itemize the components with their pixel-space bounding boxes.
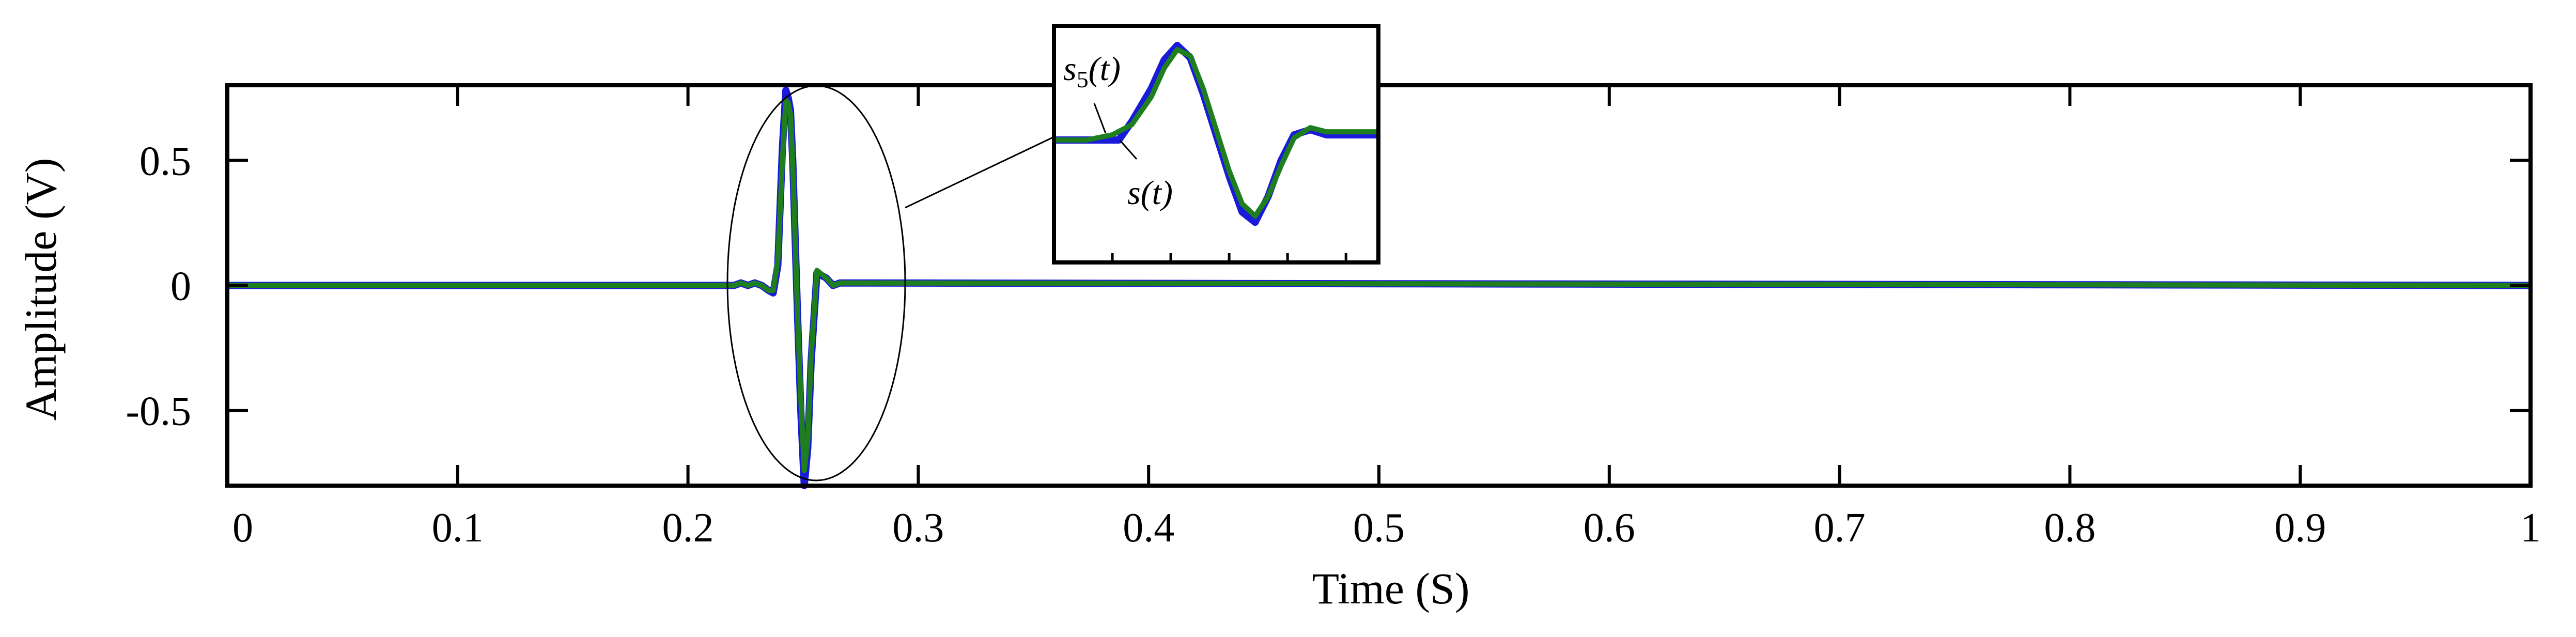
x-tick-label: 0.4	[1123, 505, 1174, 551]
zoom-connector-line	[905, 136, 1054, 209]
series-line-s5-t	[227, 98, 2531, 473]
annotation-s-t: s(t)	[1127, 174, 1173, 212]
annotation-pointer-s	[1119, 140, 1138, 160]
annotation-pointer-s5	[1093, 103, 1107, 134]
y-tick-label: 0	[170, 264, 191, 309]
x-tick-label: 0.6	[1584, 505, 1635, 551]
x-tick-label: 0.2	[662, 505, 714, 551]
y-tick-label: 0.5	[139, 138, 191, 184]
y-axis-label: Amplitude (V)	[16, 158, 66, 421]
x-tick-label: 0.5	[1353, 505, 1405, 551]
x-tick-label: 0.1	[432, 505, 484, 551]
x-tick-label: 0	[232, 505, 253, 551]
annotation-s5-t: s5(t)	[1063, 50, 1121, 92]
x-tick-label: 0.8	[2044, 505, 2096, 551]
y-tick-label: -0.5	[126, 389, 191, 434]
zoom-inset: s5(t) s(t)	[1052, 24, 1380, 265]
x-axis-label: Time (S)	[1312, 564, 1469, 613]
inset-frame	[1052, 24, 1380, 265]
x-tick-label: 0.9	[2274, 505, 2326, 551]
inset-series-line-s5-t	[1054, 46, 1378, 219]
x-tick-label: 0.3	[892, 505, 944, 551]
x-tick-label: 1	[2520, 505, 2541, 551]
x-tick-label: 0.7	[1814, 505, 1866, 551]
